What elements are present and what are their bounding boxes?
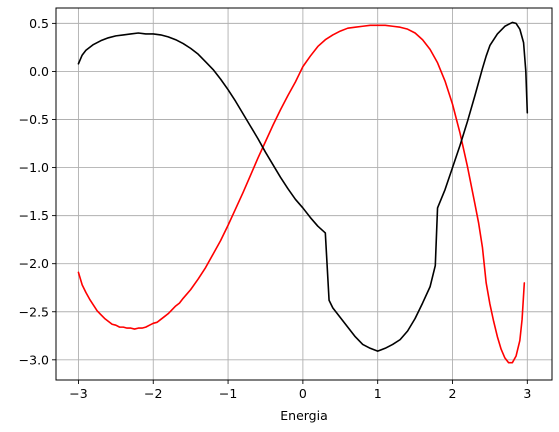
series-line-1 [77,24,526,364]
x-tick-label: −1 [219,386,237,401]
y-tick-label: 0.0 [29,64,49,79]
x-tick-label: 0 [299,386,307,401]
x-tick-label: 3 [523,386,531,401]
x-tick-label: 1 [374,386,382,401]
y-tick-label: −1.5 [19,208,49,223]
y-tick-label: −2.0 [19,256,49,271]
grid [56,8,552,380]
y-tick-label: −2.5 [19,304,49,319]
y-tick-label: −1.0 [19,160,49,175]
series-line-2 [77,21,529,352]
x-tick-label: −2 [144,386,162,401]
plot-frame [55,7,553,381]
x-tick-label: −3 [69,386,87,401]
y-axis: 0.5 0.0 −0.5 −1.0 −1.5 −2.0 −2.5 −3.0 [19,16,56,367]
y-tick-label: 0.5 [29,16,49,31]
x-axis-label: Energia [280,408,328,423]
x-axis: −3 −2 −1 0 1 2 3 [69,380,531,401]
y-tick-label: −0.5 [19,112,49,127]
y-tick-label: −3.0 [19,352,49,367]
series-group [77,21,529,364]
x-tick-label: 2 [449,386,457,401]
